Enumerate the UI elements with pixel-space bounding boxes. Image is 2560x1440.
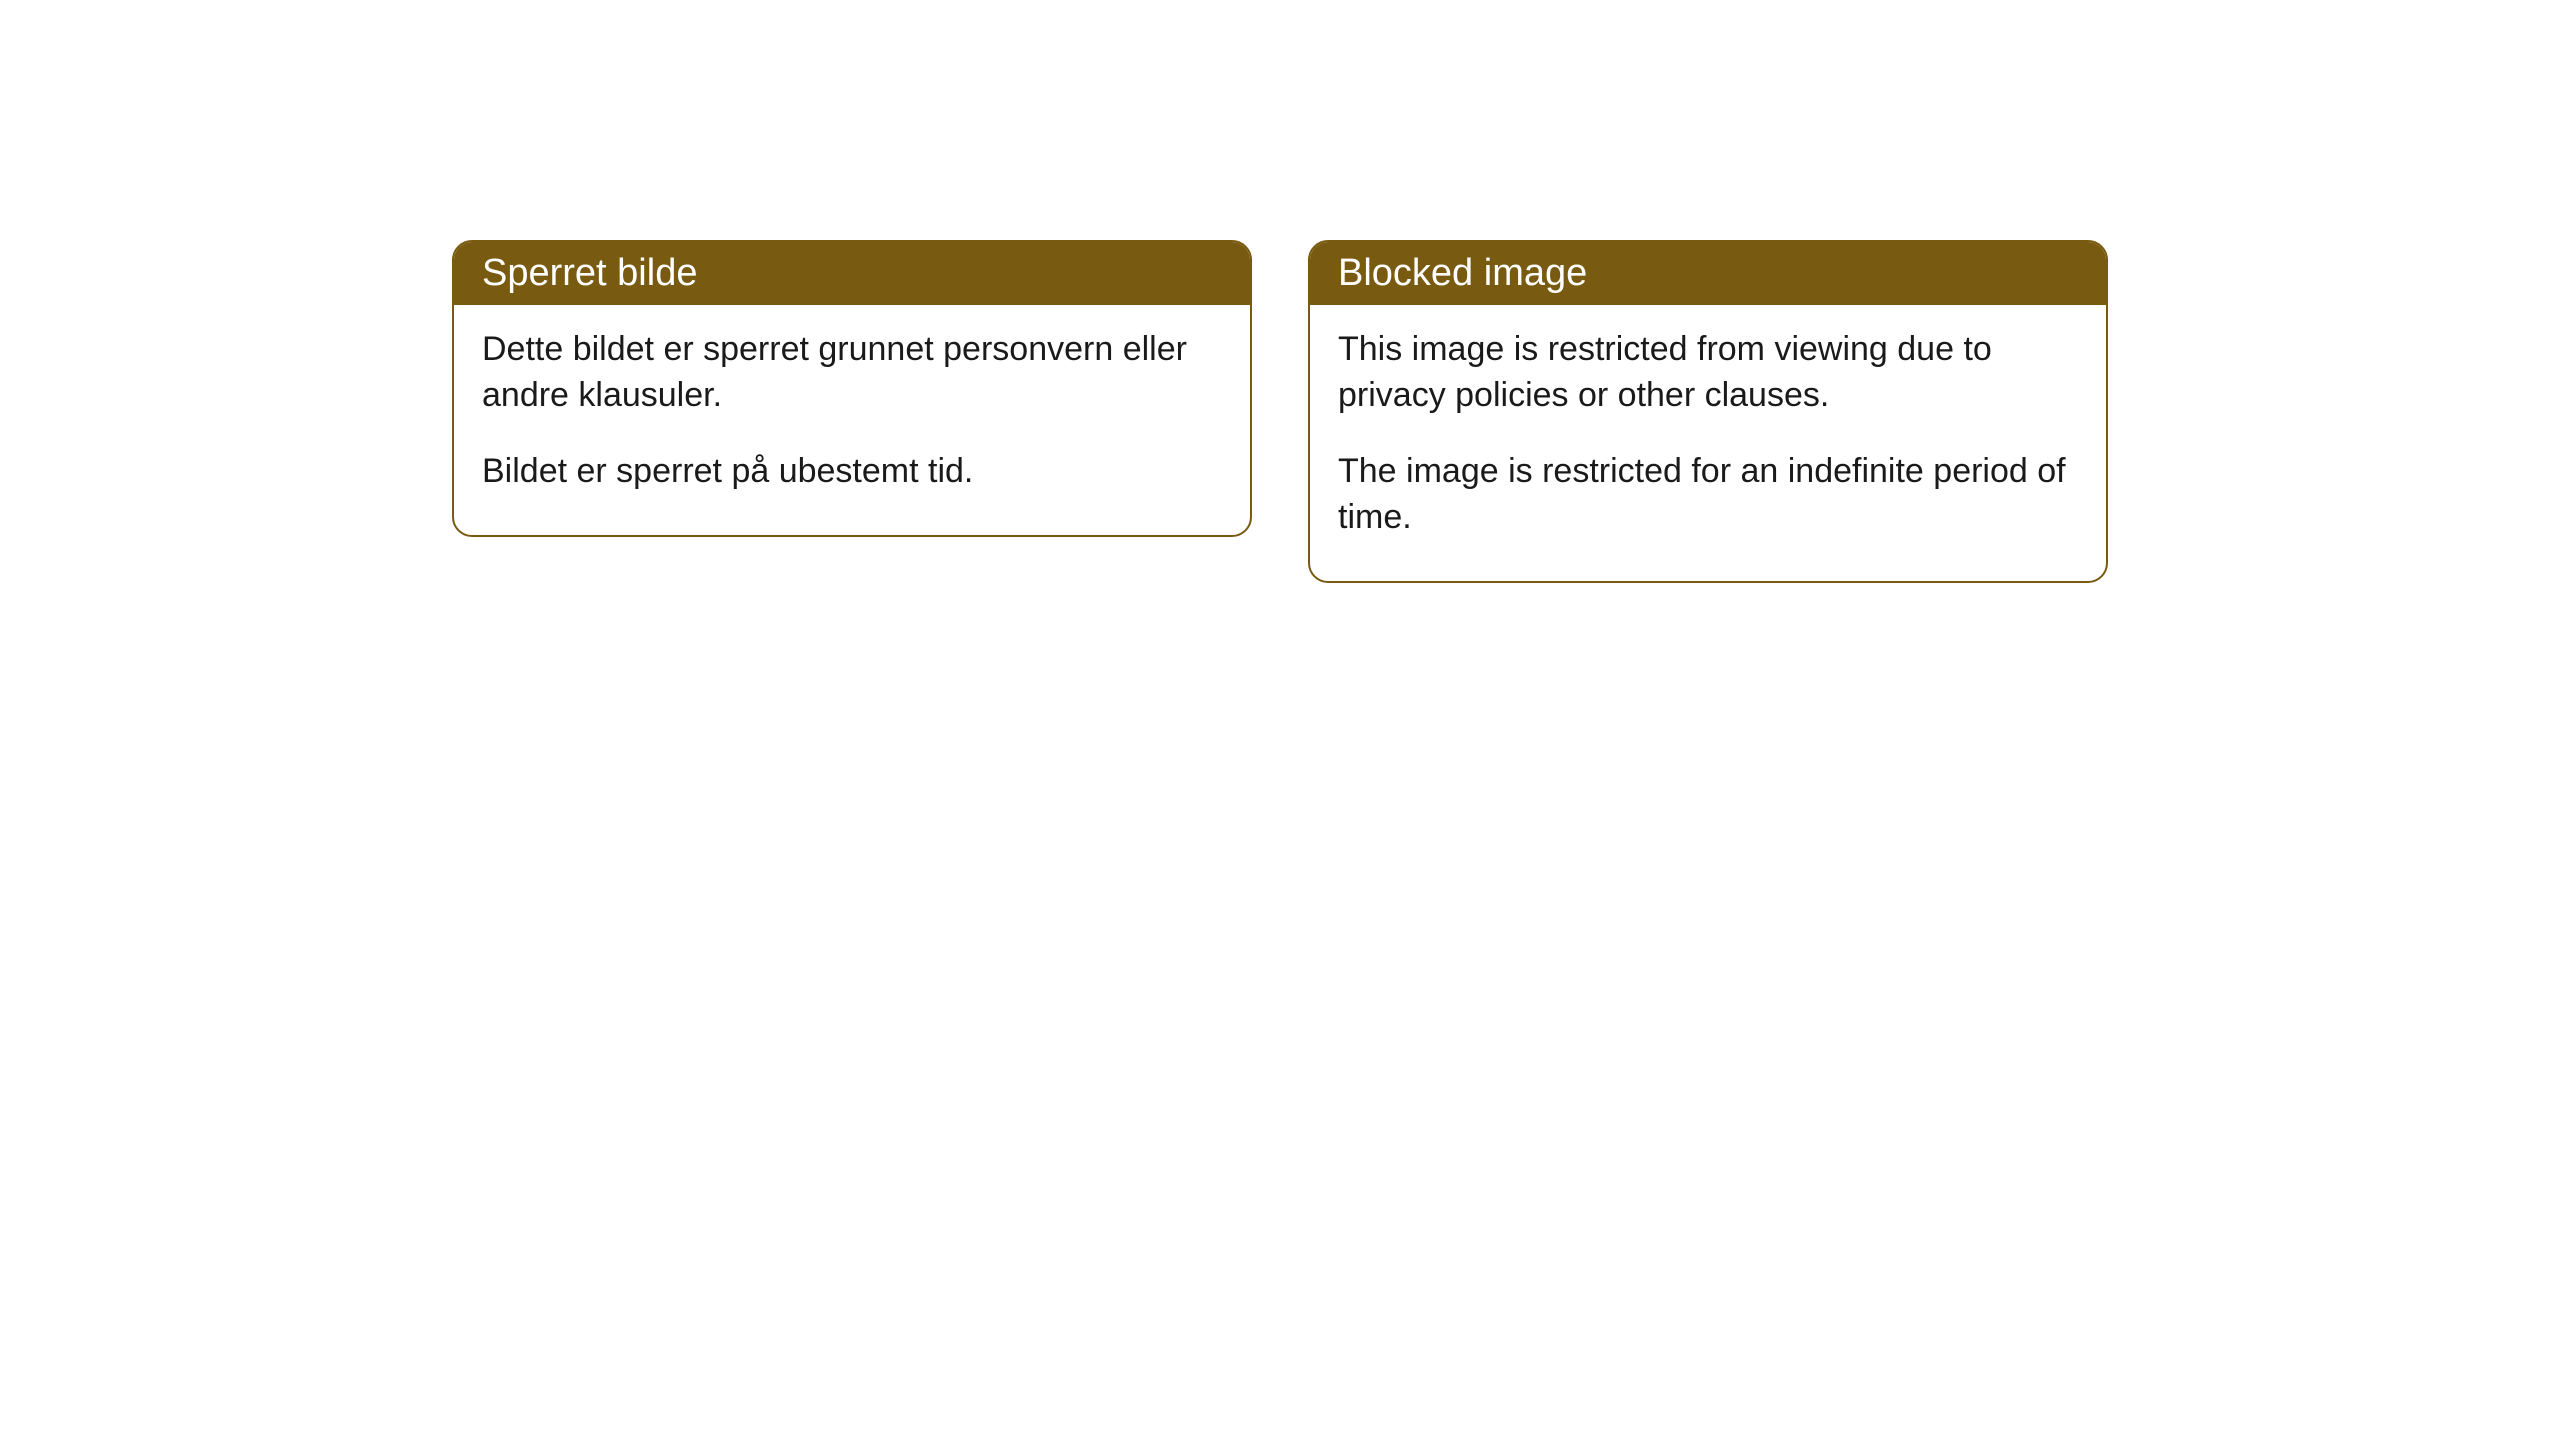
card-paragraph-2: The image is restricted for an indefinit… <box>1338 449 2078 541</box>
card-body: Dette bildet er sperret grunnet personve… <box>454 305 1250 535</box>
card-header: Sperret bilde <box>454 242 1250 305</box>
blocked-image-card-english: Blocked image This image is restricted f… <box>1308 240 2108 583</box>
card-paragraph-1: This image is restricted from viewing du… <box>1338 327 2078 419</box>
card-title: Sperret bilde <box>482 252 697 294</box>
card-paragraph-2: Bildet er sperret på ubestemt tid. <box>482 449 1222 495</box>
card-header: Blocked image <box>1310 242 2106 305</box>
card-body: This image is restricted from viewing du… <box>1310 305 2106 581</box>
card-paragraph-1: Dette bildet er sperret grunnet personve… <box>482 327 1222 419</box>
card-title: Blocked image <box>1338 252 1587 294</box>
blocked-image-card-norwegian: Sperret bilde Dette bildet er sperret gr… <box>452 240 1252 537</box>
